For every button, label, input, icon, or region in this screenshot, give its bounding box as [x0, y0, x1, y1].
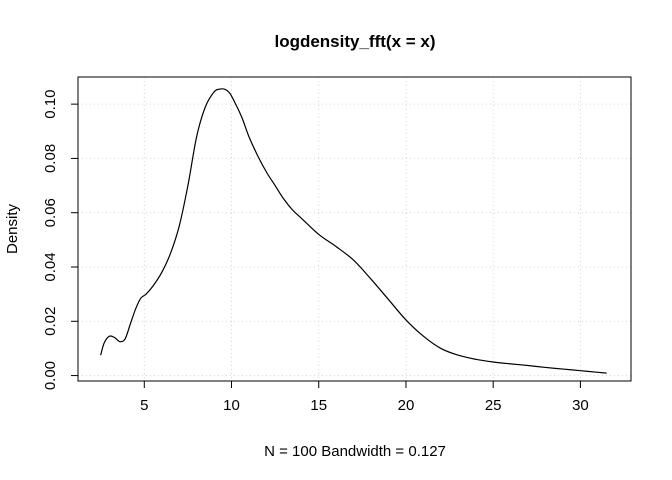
x-axis: 5 10 15 20 25 30	[140, 380, 589, 414]
y-tick-label: 0.00	[42, 361, 59, 390]
x-tick-label: 15	[310, 397, 327, 414]
y-axis: 0.00 0.02 0.04 0.06 0.08 0.10	[42, 90, 79, 390]
plot-frame	[77, 76, 632, 382]
x-tick-label: 30	[572, 397, 589, 414]
x-tick-label: 20	[398, 397, 415, 414]
y-tick-label: 0.10	[42, 90, 59, 119]
y-tick-label: 0.04	[42, 252, 59, 281]
y-tick-label: 0.02	[42, 307, 59, 336]
x-axis-label: N = 100 Bandwidth = 0.127	[264, 443, 446, 460]
x-tick-label: 10	[223, 397, 240, 414]
chart-title: logdensity_fft(x = x)	[274, 32, 435, 51]
y-tick-label: 0.08	[42, 144, 59, 173]
y-tick-label: 0.06	[42, 198, 59, 227]
density-curve	[100, 88, 607, 374]
x-tick-label: 5	[140, 397, 148, 414]
y-axis-label: Density	[4, 203, 21, 254]
grid	[78, 77, 631, 381]
x-tick-label: 25	[485, 397, 502, 414]
